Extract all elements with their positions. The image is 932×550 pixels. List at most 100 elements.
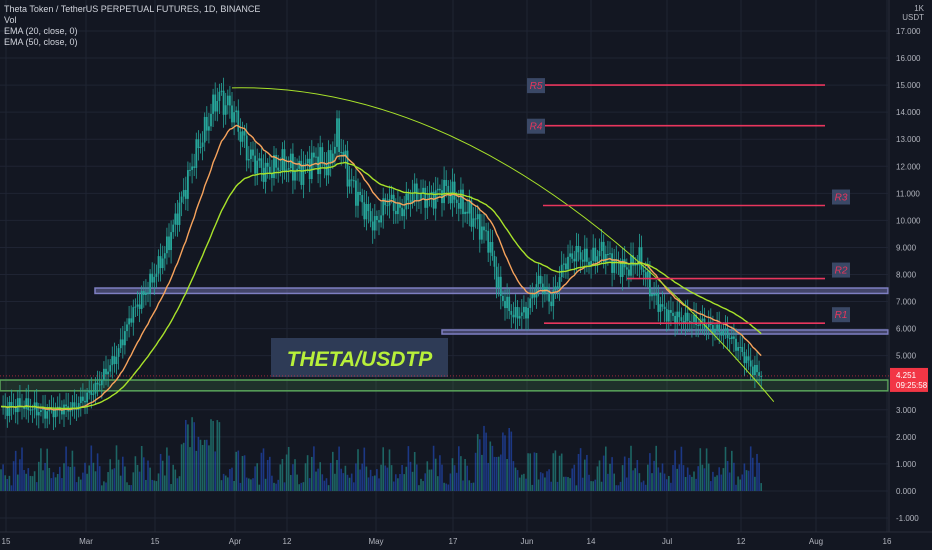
- resistance-label: R4: [530, 122, 543, 133]
- candle-body: [16, 398, 19, 413]
- volume-bar: [678, 464, 681, 491]
- y-tick-label: 9.000: [896, 243, 917, 252]
- candle-body: [350, 179, 353, 181]
- volume-bar: [23, 470, 25, 491]
- volume-bar: [605, 446, 607, 491]
- volume-bar: [176, 478, 179, 491]
- candle-body: [749, 360, 752, 367]
- candle-body: [373, 216, 376, 231]
- candle-body: [308, 158, 311, 180]
- candle-body: [310, 152, 313, 180]
- candle-body: [115, 356, 118, 365]
- volume-bar: [61, 478, 63, 491]
- volume-bar: [122, 456, 124, 491]
- volume-bar: [294, 459, 296, 491]
- volume-bar: [170, 484, 172, 491]
- candle-body: [722, 330, 725, 336]
- volume-bar: [443, 482, 445, 491]
- candle-body: [233, 112, 235, 123]
- candle-body: [136, 304, 139, 307]
- price-badge: [890, 367, 928, 392]
- volume-bar: [558, 455, 561, 491]
- volume-bar: [500, 454, 502, 491]
- volume-bar: [239, 482, 242, 491]
- candle-body: [231, 105, 233, 123]
- volume-bar: [386, 467, 389, 491]
- y-tick-label: 15.000: [896, 81, 921, 90]
- volume-bar: [413, 452, 416, 491]
- volume-bar: [214, 451, 216, 491]
- candle-body: [313, 152, 315, 158]
- candle-body: [205, 116, 208, 131]
- x-tick-label: Apr: [229, 537, 242, 546]
- grid-lines: [0, 0, 888, 532]
- candle-body: [420, 192, 422, 201]
- candle-body: [682, 320, 685, 324]
- candle-body: [287, 168, 290, 170]
- candle-body: [600, 241, 603, 252]
- symbol-title[interactable]: Theta Token / TetherUS PERPETUAL FUTURES…: [4, 4, 261, 14]
- volume-bar: [697, 466, 699, 491]
- volume-bar: [539, 472, 542, 491]
- volume-bar: [245, 477, 248, 491]
- candle-body: [325, 165, 328, 176]
- resistance-label: R5: [530, 81, 543, 92]
- volume-bar: [663, 473, 666, 491]
- candle-body: [109, 365, 112, 372]
- volume-bar: [35, 482, 38, 491]
- volume-bar: [462, 480, 464, 491]
- volume-bar: [510, 431, 513, 491]
- candle-body: [514, 306, 517, 318]
- candle-body: [546, 286, 548, 290]
- support-zone: [441, 329, 889, 335]
- volume-bar: [602, 455, 605, 491]
- candle-body: [445, 179, 448, 186]
- candle-body: [581, 259, 584, 262]
- volume-bar: [348, 477, 351, 491]
- volume-bar: [592, 481, 594, 491]
- volume-bar: [546, 471, 548, 491]
- ema50-indicator-label[interactable]: EMA (50, close, 0): [4, 37, 78, 47]
- volume-bar: [487, 462, 489, 491]
- volume-bar: [497, 456, 500, 491]
- volume-bar: [311, 456, 313, 491]
- candle-body: [224, 105, 227, 115]
- currency-label[interactable]: USDT: [902, 13, 924, 22]
- volume-indicator-label[interactable]: Vol: [4, 15, 17, 25]
- candle-body: [701, 318, 704, 321]
- candle-body: [502, 295, 504, 301]
- volume-bar: [632, 470, 634, 491]
- candle-body: [107, 371, 109, 375]
- volume-bar: [661, 463, 664, 491]
- candle-body: [336, 118, 338, 147]
- candle-body: [254, 155, 256, 174]
- candle-body: [142, 291, 145, 295]
- candle-body: [31, 409, 34, 411]
- candle-body: [298, 160, 301, 169]
- scale-header: 1K USDT: [902, 4, 924, 22]
- candle-body: [168, 236, 170, 251]
- volume-bar: [266, 459, 269, 491]
- y-tick-label: 11.000: [896, 189, 920, 198]
- volume-bar: [208, 445, 210, 491]
- candle-body: [191, 166, 193, 170]
- volume-bar: [260, 452, 263, 491]
- ema20-indicator-label[interactable]: EMA (20, close, 0): [4, 26, 78, 36]
- candle-body: [411, 193, 414, 204]
- candle-body: [751, 366, 754, 376]
- volume-bar: [151, 479, 153, 491]
- volume-bar: [449, 473, 452, 491]
- volume-bar: [699, 448, 702, 491]
- volume-bar: [262, 448, 265, 491]
- candle-body: [184, 189, 187, 199]
- candle-body: [285, 169, 288, 172]
- candle-body: [724, 328, 727, 331]
- candle-body: [663, 306, 666, 309]
- volume-bar: [743, 463, 746, 491]
- candle-body: [602, 241, 605, 263]
- volume-bar: [111, 469, 114, 491]
- candle-body: [222, 90, 225, 115]
- volume-bar: [124, 466, 126, 491]
- candle-body: [760, 375, 763, 377]
